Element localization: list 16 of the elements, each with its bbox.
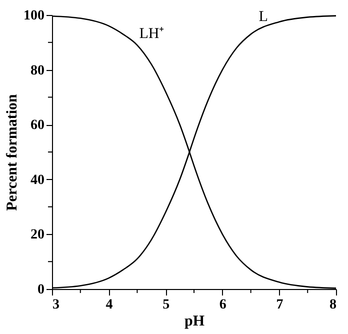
y-tick-label: 20: [30, 228, 44, 243]
series-label: L: [258, 9, 268, 26]
x-tick-label: 3: [52, 298, 60, 312]
y-tick-label: 0: [38, 282, 44, 298]
x-tick-label: 6: [219, 298, 226, 312]
x-tick-label: 5: [162, 298, 170, 312]
x-tick-label: 7: [276, 298, 284, 312]
y-tick-label: 100: [24, 8, 44, 24]
x-tick-label: 8: [330, 298, 336, 312]
y-tick-label: 60: [30, 118, 44, 134]
y-tick-label: 80: [30, 63, 44, 78]
x-axis-title: pH: [184, 314, 205, 330]
series-label: LH⁺: [139, 26, 164, 42]
y-tick-label: 40: [30, 172, 44, 188]
y-axis-title: Percent formation: [4, 93, 20, 211]
x-tick-label: 4: [106, 298, 113, 312]
